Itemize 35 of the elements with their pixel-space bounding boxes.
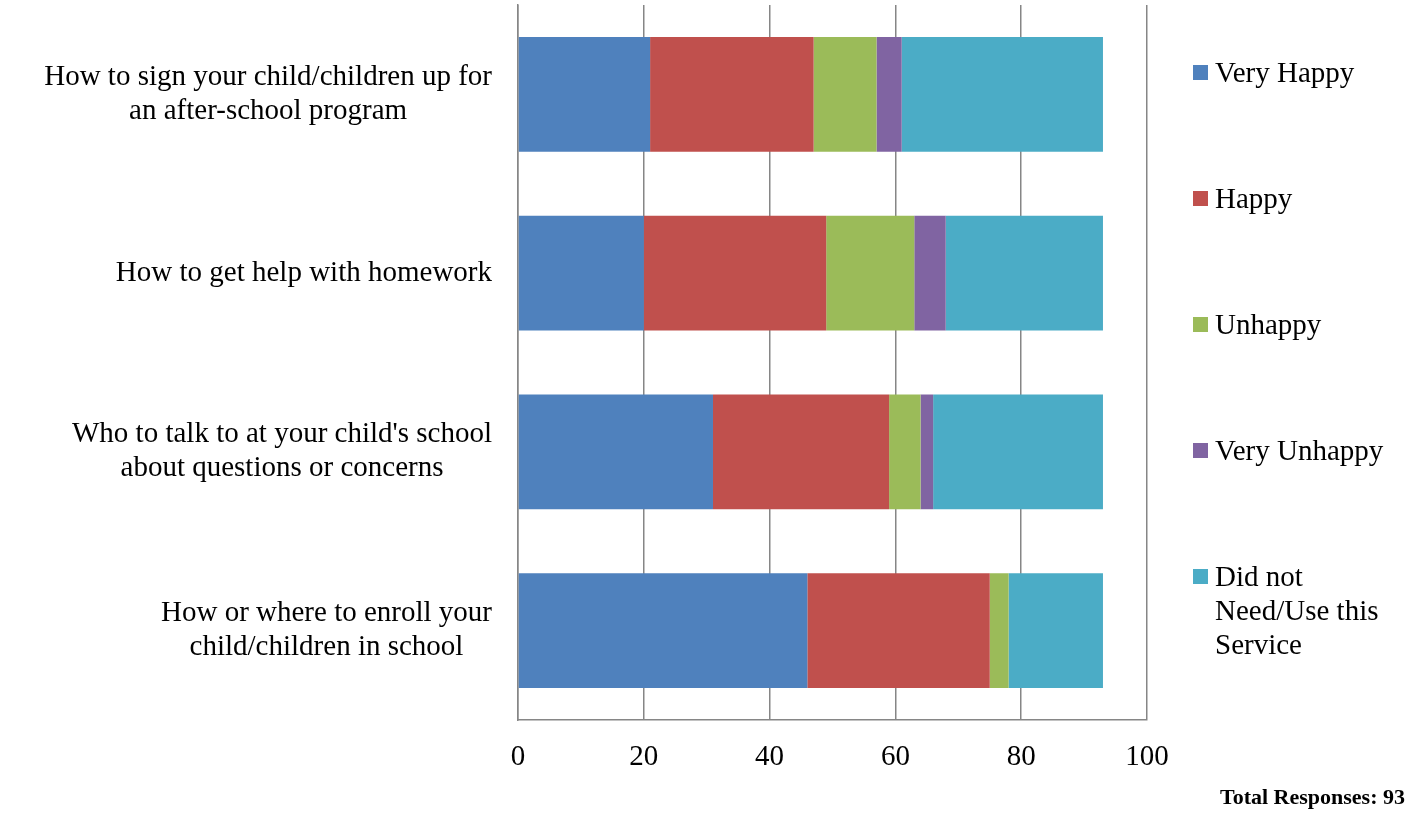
bar [914,215,946,331]
bar [901,36,1103,152]
x-tick-label: 20 [629,739,659,772]
x-tick-label: 40 [755,739,785,772]
bar [933,394,1103,510]
bar [650,36,814,152]
bar [643,215,827,331]
legend-label: Unhappy [1215,307,1323,341]
y-tick-label: How to get help with homework [115,254,493,287]
bar [518,573,808,689]
bar [989,573,1009,689]
x-tick-label: 100 [1125,739,1169,772]
y-tick-label: How to sign your child/children up for an after-school program [44,58,493,125]
legend-label: Happy [1215,181,1294,215]
text: Total Responses: 93 [1220,784,1405,810]
bar [712,394,890,510]
bar [813,36,877,152]
y-tick-label: How or where to enroll your child/children in school [161,595,493,662]
x-tick-label: 0 [510,739,526,772]
bar [1008,573,1103,689]
legend-label: Did not Need/Use this Service [1215,559,1380,661]
y-tick-label: Who to talk to at your child's school about questions or concerns [71,416,493,483]
bar [807,573,990,689]
bar [889,394,921,510]
bar [920,394,934,510]
x-tick-label: 60 [880,739,910,772]
x-tick-label: 80 [1006,739,1036,772]
bar [876,36,902,152]
bar [518,215,644,331]
bar [826,215,915,331]
bar [518,394,713,510]
bar [518,36,651,152]
legend-label: Very Happy [1215,55,1356,89]
bar [945,215,1103,331]
legend-label: Very Unhappy [1215,433,1385,467]
